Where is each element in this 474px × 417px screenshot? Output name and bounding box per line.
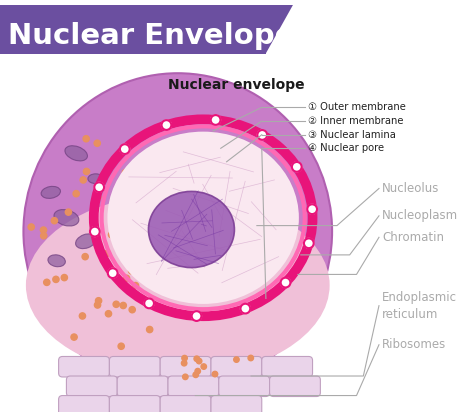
Circle shape [240,304,250,314]
Circle shape [292,162,301,172]
FancyBboxPatch shape [59,357,109,377]
Circle shape [40,227,46,233]
Ellipse shape [23,73,332,389]
FancyBboxPatch shape [66,376,117,397]
Circle shape [94,182,104,192]
Circle shape [132,178,138,185]
Ellipse shape [48,255,65,267]
Circle shape [211,115,220,125]
Circle shape [146,327,153,333]
Text: Nucleoplasm: Nucleoplasm [382,209,458,222]
Text: ④ Nuclear pore: ④ Nuclear pore [308,143,384,153]
Circle shape [65,209,72,215]
Circle shape [123,275,129,281]
Circle shape [105,311,111,317]
Circle shape [94,302,100,308]
Circle shape [307,204,317,214]
Ellipse shape [54,210,79,226]
FancyBboxPatch shape [270,376,320,397]
Circle shape [94,140,100,146]
Circle shape [162,120,171,130]
Circle shape [194,356,200,362]
Text: Chromatin: Chromatin [382,231,444,244]
FancyBboxPatch shape [109,396,160,416]
Circle shape [61,274,67,281]
Circle shape [113,301,119,307]
Circle shape [281,278,291,287]
Circle shape [191,311,201,321]
FancyBboxPatch shape [211,357,262,377]
Circle shape [120,144,130,154]
Circle shape [248,355,254,361]
Ellipse shape [88,174,103,183]
Ellipse shape [148,191,235,268]
Circle shape [182,360,187,366]
Circle shape [80,177,86,183]
Text: Ribosomes: Ribosomes [382,338,446,351]
Circle shape [196,358,202,364]
Circle shape [257,130,267,140]
FancyBboxPatch shape [168,376,219,397]
Text: ② Inner membrane: ② Inner membrane [308,116,403,126]
Circle shape [182,374,188,379]
Circle shape [112,196,118,202]
Circle shape [73,191,79,197]
Circle shape [90,227,100,236]
Circle shape [83,168,90,175]
Text: Nuclear envelope: Nuclear envelope [168,78,305,92]
FancyBboxPatch shape [211,396,262,416]
Circle shape [120,206,126,212]
Circle shape [144,299,154,308]
Circle shape [95,194,101,200]
Circle shape [51,218,57,224]
FancyBboxPatch shape [160,357,211,377]
Circle shape [95,298,102,304]
Text: ① Outer membrane: ① Outer membrane [308,103,406,113]
Circle shape [110,157,117,163]
Polygon shape [265,5,293,54]
Circle shape [53,276,59,282]
Circle shape [104,250,110,256]
Text: Endoplasmic
reticulum: Endoplasmic reticulum [382,291,457,321]
Circle shape [71,334,77,340]
Ellipse shape [41,186,61,198]
Circle shape [120,302,127,309]
Ellipse shape [65,146,87,161]
Ellipse shape [108,132,299,304]
Circle shape [79,313,85,319]
Ellipse shape [26,194,329,377]
FancyBboxPatch shape [219,376,270,397]
Circle shape [193,372,199,377]
Circle shape [182,355,187,361]
Text: ③ Nuclear lamina: ③ Nuclear lamina [308,130,395,140]
Circle shape [28,224,34,230]
Circle shape [128,268,135,274]
Circle shape [109,231,115,238]
Circle shape [44,279,50,286]
Circle shape [195,368,201,374]
FancyBboxPatch shape [160,396,211,416]
FancyBboxPatch shape [117,376,168,397]
Circle shape [83,136,89,142]
Circle shape [129,306,136,313]
Circle shape [108,268,118,278]
Text: Nuclear Envelope: Nuclear Envelope [8,22,294,50]
Text: Nucleolus: Nucleolus [382,182,439,195]
FancyBboxPatch shape [109,357,160,377]
Circle shape [234,357,239,362]
Circle shape [122,224,128,231]
FancyBboxPatch shape [262,357,312,377]
Circle shape [41,233,47,239]
FancyBboxPatch shape [59,396,109,416]
FancyBboxPatch shape [0,5,265,54]
Circle shape [212,371,218,377]
Circle shape [122,169,128,176]
Circle shape [304,239,314,248]
Circle shape [82,254,88,260]
Circle shape [118,343,124,349]
Ellipse shape [75,234,96,249]
Circle shape [132,282,139,289]
Circle shape [201,364,207,369]
